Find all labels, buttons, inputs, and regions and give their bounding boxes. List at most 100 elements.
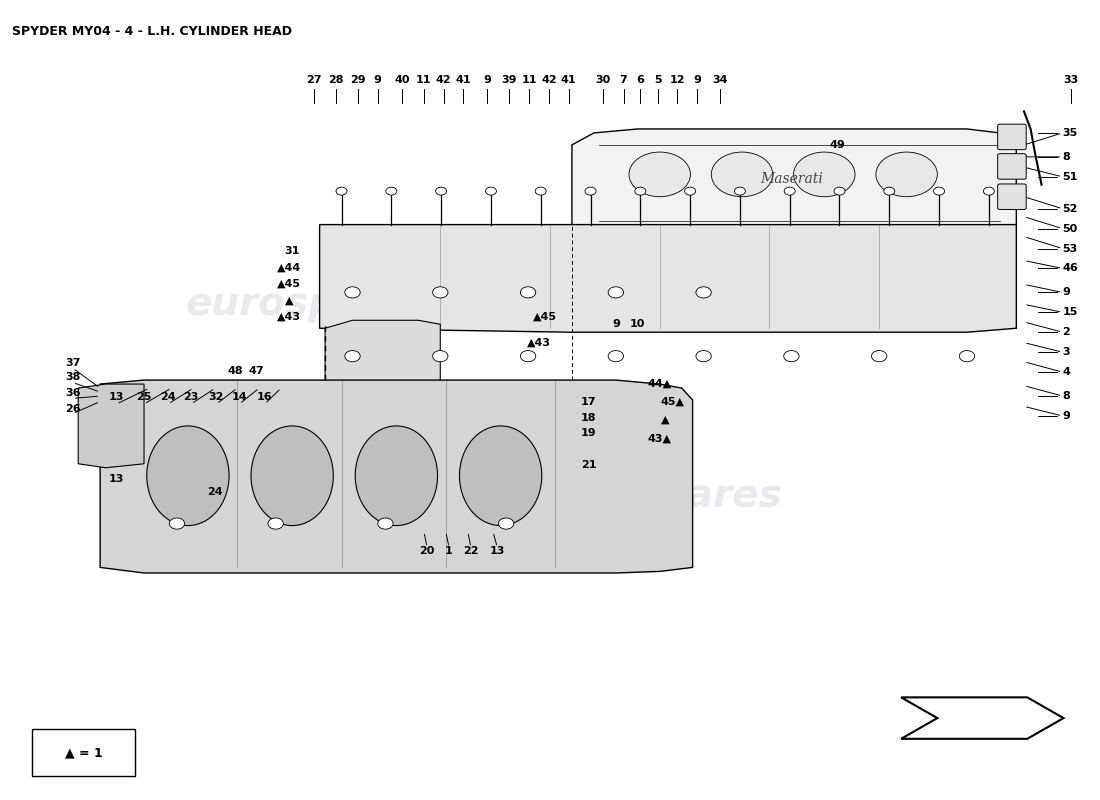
Text: 24: 24: [161, 391, 176, 402]
Circle shape: [536, 187, 547, 195]
Circle shape: [336, 187, 346, 195]
Text: 41: 41: [455, 75, 471, 85]
Text: ▲44: ▲44: [277, 262, 301, 273]
Text: 42: 42: [541, 75, 557, 85]
Text: 16: 16: [257, 391, 273, 402]
Text: 11: 11: [521, 75, 537, 85]
Text: 40: 40: [394, 75, 409, 85]
Text: ▲45: ▲45: [532, 311, 557, 322]
Circle shape: [520, 350, 536, 362]
Text: 19: 19: [581, 429, 596, 438]
Ellipse shape: [355, 426, 438, 526]
Text: 41: 41: [561, 75, 576, 85]
Circle shape: [784, 187, 795, 195]
Text: ▲45: ▲45: [277, 278, 301, 288]
Text: Maserati: Maserati: [760, 172, 823, 186]
Text: 6: 6: [636, 75, 644, 85]
Text: 35: 35: [1063, 128, 1078, 138]
Text: 11: 11: [416, 75, 431, 85]
Circle shape: [883, 187, 894, 195]
Text: 52: 52: [1063, 204, 1078, 214]
Polygon shape: [572, 129, 1016, 234]
Circle shape: [834, 187, 845, 195]
Circle shape: [684, 187, 695, 195]
Text: 49: 49: [829, 140, 845, 150]
Polygon shape: [320, 225, 1016, 332]
Text: 15: 15: [1063, 307, 1078, 318]
Text: 1: 1: [446, 546, 453, 557]
Circle shape: [712, 152, 772, 197]
Text: 12: 12: [670, 75, 685, 85]
Circle shape: [783, 350, 799, 362]
Text: 26: 26: [65, 403, 80, 414]
Ellipse shape: [146, 426, 229, 526]
Text: 13: 13: [109, 474, 124, 484]
Circle shape: [983, 187, 994, 195]
Text: 31: 31: [285, 246, 300, 257]
FancyBboxPatch shape: [32, 730, 135, 776]
Circle shape: [386, 187, 397, 195]
Text: 33: 33: [1064, 75, 1079, 85]
Text: 47: 47: [249, 366, 264, 376]
Text: 22: 22: [463, 546, 478, 557]
Text: 24: 24: [208, 487, 223, 498]
Circle shape: [876, 152, 937, 197]
Text: 27: 27: [306, 75, 322, 85]
Text: 37: 37: [65, 358, 80, 368]
Text: 9: 9: [1063, 287, 1070, 298]
Text: ▲43: ▲43: [527, 338, 551, 347]
Text: ▲: ▲: [661, 415, 670, 425]
Ellipse shape: [251, 426, 333, 526]
Circle shape: [934, 187, 945, 195]
Text: 4: 4: [1063, 367, 1070, 377]
Text: 46: 46: [1063, 263, 1078, 274]
Text: 23: 23: [184, 391, 199, 402]
FancyBboxPatch shape: [998, 184, 1026, 210]
Circle shape: [629, 152, 691, 197]
Text: 5: 5: [653, 75, 661, 85]
Circle shape: [585, 187, 596, 195]
Text: 13: 13: [109, 391, 124, 402]
Text: SPYDER MY04 - 4 - L.H. CYLINDER HEAD: SPYDER MY04 - 4 - L.H. CYLINDER HEAD: [12, 26, 293, 38]
Text: 10: 10: [630, 319, 646, 330]
Circle shape: [608, 286, 624, 298]
Text: 3: 3: [1063, 347, 1070, 357]
Text: 45▲: 45▲: [661, 397, 685, 406]
Text: 9: 9: [484, 75, 492, 85]
Circle shape: [696, 286, 712, 298]
Circle shape: [498, 518, 514, 529]
Polygon shape: [326, 320, 440, 388]
Circle shape: [793, 152, 855, 197]
Circle shape: [635, 187, 646, 195]
Circle shape: [169, 518, 185, 529]
Text: 7: 7: [619, 75, 627, 85]
Text: 48: 48: [228, 366, 243, 376]
Circle shape: [959, 350, 975, 362]
Circle shape: [436, 187, 447, 195]
Text: 2: 2: [1063, 327, 1070, 338]
Text: 13: 13: [490, 546, 505, 557]
Text: 32: 32: [209, 391, 224, 402]
Polygon shape: [78, 384, 144, 468]
Text: 39: 39: [502, 75, 517, 85]
Text: 44▲: 44▲: [648, 379, 672, 389]
Text: 9: 9: [612, 319, 619, 330]
Ellipse shape: [460, 426, 542, 526]
Circle shape: [432, 350, 448, 362]
Text: 8: 8: [1063, 391, 1070, 401]
Text: ▲: ▲: [285, 296, 293, 306]
Text: 9: 9: [693, 75, 701, 85]
Text: 43▲: 43▲: [648, 434, 672, 443]
Circle shape: [268, 518, 284, 529]
Text: 25: 25: [136, 391, 152, 402]
Circle shape: [344, 350, 360, 362]
Circle shape: [432, 286, 448, 298]
Text: 29: 29: [350, 75, 366, 85]
Text: ▲43: ▲43: [277, 312, 301, 322]
Circle shape: [344, 286, 360, 298]
Text: 34: 34: [713, 75, 728, 85]
Text: 14: 14: [232, 391, 248, 402]
Text: ▲ = 1: ▲ = 1: [65, 746, 102, 760]
FancyBboxPatch shape: [998, 154, 1026, 179]
Polygon shape: [901, 698, 1064, 739]
